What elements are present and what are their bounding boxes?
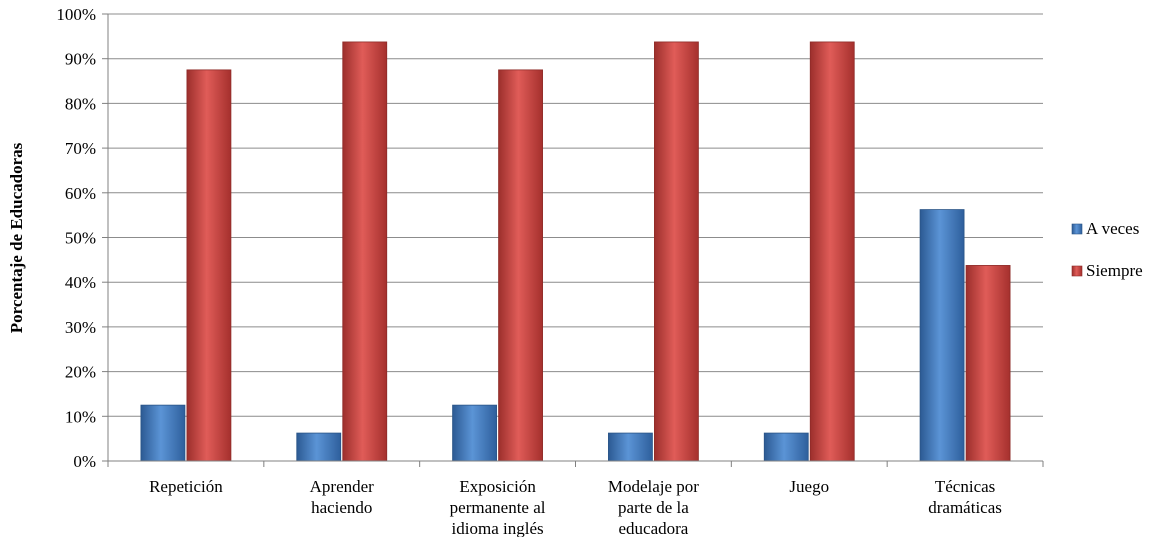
y-tick-label: 100% bbox=[56, 5, 96, 24]
bar-siempre bbox=[342, 41, 388, 462]
bar-siempre bbox=[809, 41, 855, 462]
x-category-label: Técnicas dramáticas bbox=[928, 477, 1002, 517]
bar-a-veces bbox=[608, 432, 653, 462]
y-tick-label: 90% bbox=[65, 50, 96, 69]
y-tick-label: 70% bbox=[65, 139, 96, 158]
bars bbox=[140, 41, 1011, 462]
y-tick-label: 20% bbox=[65, 363, 96, 382]
y-tick-label: 40% bbox=[65, 273, 96, 292]
y-tick-label: 60% bbox=[65, 184, 96, 203]
x-category-label: Exposición permanente al idioma inglés bbox=[450, 477, 546, 537]
x-category-label: Repetición bbox=[149, 477, 223, 496]
y-tick-label: 10% bbox=[65, 407, 96, 426]
y-tick-label: 50% bbox=[65, 229, 96, 248]
y-tick-label: 0% bbox=[73, 452, 96, 471]
x-category-label: Modelaje por parte de la educadora bbox=[608, 477, 699, 537]
axes bbox=[107, 14, 1044, 467]
x-category-label: Aprender haciendo bbox=[310, 477, 375, 517]
legend-label: A veces bbox=[1086, 219, 1139, 238]
bar-siempre bbox=[498, 69, 543, 462]
legend-swatch bbox=[1071, 223, 1083, 235]
bar-siempre bbox=[965, 265, 1011, 462]
legend-label: Siempre bbox=[1086, 261, 1143, 280]
y-tick-label: 80% bbox=[65, 94, 96, 113]
x-category-label: Juego bbox=[789, 477, 829, 496]
gridlines bbox=[108, 13, 1043, 462]
y-axis-title: Porcentaje de Educadoras bbox=[7, 142, 26, 333]
y-tick-label: 30% bbox=[65, 318, 96, 337]
bar-siempre bbox=[186, 69, 232, 462]
bar-a-veces bbox=[763, 432, 809, 462]
legend: A veces Siempre bbox=[1071, 219, 1143, 280]
bar-a-veces bbox=[452, 404, 497, 462]
y-axis-ticks: 0% 10% 20% 30% 40% 50% 60% 70% 80% 90% 100% bbox=[56, 5, 108, 471]
bar-a-veces bbox=[296, 432, 342, 462]
bar-a-veces bbox=[140, 404, 186, 462]
legend-swatch bbox=[1071, 265, 1083, 277]
x-axis-labels: Repetición Aprender haciendo Exposición perm… bbox=[149, 477, 1002, 537]
bar-siempre bbox=[654, 41, 699, 462]
bar-a-veces bbox=[919, 209, 965, 462]
